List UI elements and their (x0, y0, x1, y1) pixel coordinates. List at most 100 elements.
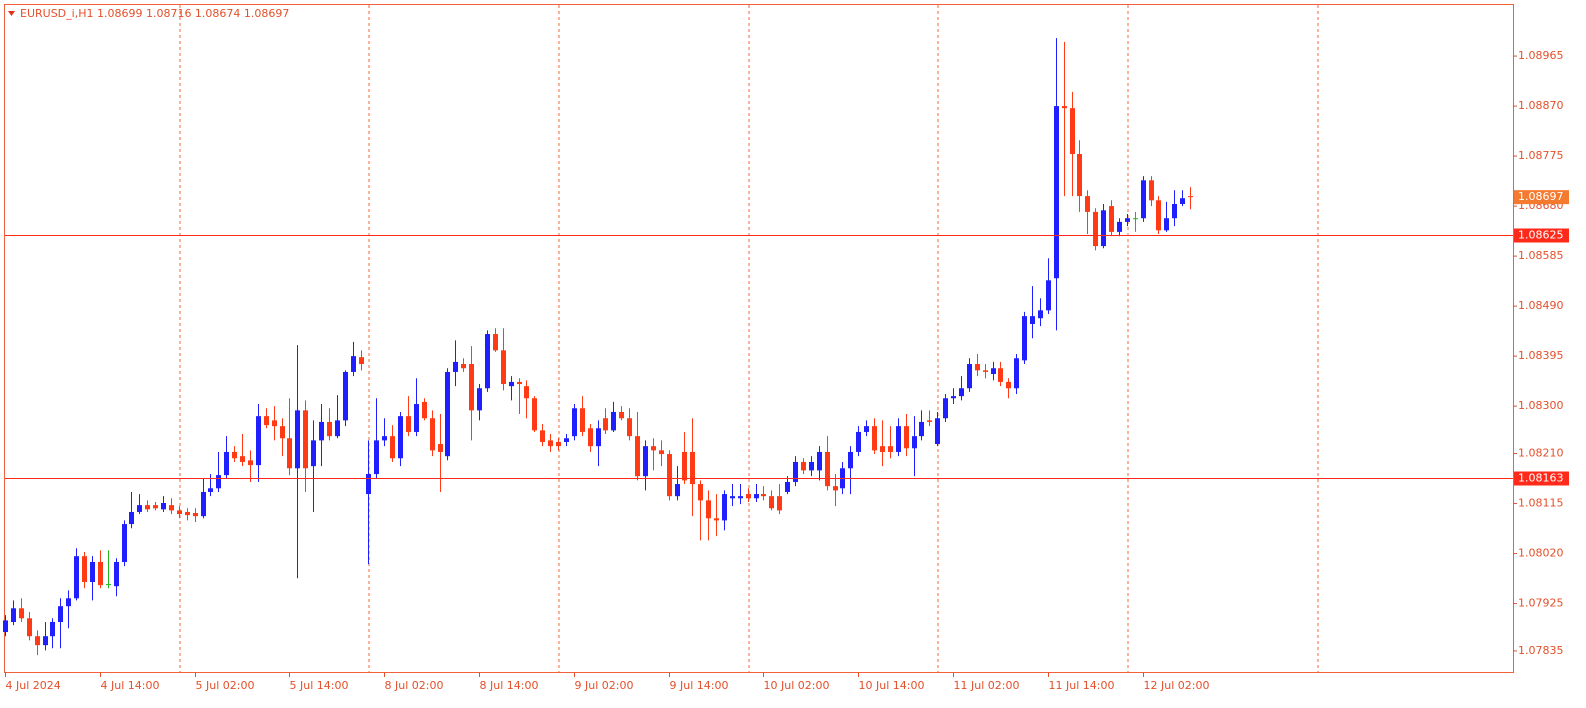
price-label: 1.08625 (1518, 229, 1564, 242)
candle-body (596, 428, 601, 447)
x-tick-label: 9 Jul 02:00 (575, 679, 634, 692)
candle-body (374, 440, 379, 475)
candle-body (193, 513, 198, 517)
candle-body (777, 496, 782, 511)
candle-body (1101, 210, 1106, 247)
candle-body (248, 460, 253, 466)
candle-body (738, 496, 743, 499)
candle-body (667, 454, 672, 497)
candle-body (311, 440, 316, 467)
bid-label-box (1514, 190, 1569, 205)
candle-body (74, 556, 79, 599)
candle-body (682, 451, 687, 481)
candle-body (19, 608, 24, 619)
candle-body (366, 474, 371, 495)
candle-body (145, 505, 150, 510)
y-tick-label: 1.08300 (1518, 399, 1564, 412)
candle-body (485, 334, 490, 389)
candle-body (746, 494, 751, 499)
candle-body (398, 416, 403, 459)
candle-body (1188, 196, 1193, 198)
candle-body (469, 364, 474, 411)
candle-body (912, 436, 917, 449)
x-tick-label: 8 Jul 02:00 (385, 679, 444, 692)
candle-body (1109, 206, 1114, 232)
candle-body (501, 350, 506, 385)
y-tick-label: 1.07925 (1518, 597, 1564, 610)
candle-body (1062, 106, 1067, 109)
candle-body (453, 361, 458, 372)
x-tick-label: 10 Jul 02:00 (764, 679, 830, 692)
price-label-box (1514, 471, 1569, 486)
candle-body (27, 618, 32, 637)
candle-body (256, 416, 261, 466)
candle-body (287, 438, 292, 469)
y-tick-label: 1.08870 (1518, 99, 1564, 112)
candle-body (161, 503, 166, 510)
candle-body (303, 410, 308, 469)
candle-body (959, 388, 964, 397)
candle-body (232, 451, 237, 459)
candle-body (619, 411, 624, 419)
candle-body (943, 398, 948, 419)
candle-body (793, 461, 798, 482)
candle-body (272, 420, 277, 427)
candle-body (698, 484, 703, 501)
candle-body (114, 561, 119, 587)
candle-body (90, 561, 95, 582)
candle-body (659, 450, 664, 455)
candle-body (825, 451, 830, 487)
candle-body (919, 421, 924, 437)
candle-body (129, 511, 134, 525)
candle-body (35, 636, 40, 646)
candle-body (1022, 316, 1027, 361)
candle-body (643, 446, 648, 477)
candle-body (627, 418, 632, 437)
candle-body (580, 408, 585, 432)
candle-body (927, 420, 932, 422)
x-tick-label: 12 Jul 02:00 (1144, 679, 1210, 692)
candle-body (1125, 218, 1130, 222)
price-label: 1.08163 (1518, 472, 1564, 485)
candle-body (343, 371, 348, 421)
y-tick-label: 1.08585 (1518, 249, 1564, 262)
candle-body (201, 491, 206, 517)
x-tick-label: 5 Jul 02:00 (196, 679, 255, 692)
candle-body (390, 436, 395, 459)
candle-body (1093, 211, 1098, 247)
candle-body (611, 411, 616, 431)
candle-body (706, 500, 711, 519)
candle-body (327, 421, 332, 437)
y-tick-label: 1.07835 (1518, 644, 1564, 657)
candle-body (240, 456, 245, 462)
candle-body (833, 486, 838, 491)
candle-body (675, 484, 680, 497)
x-tick-label: 11 Jul 02:00 (954, 679, 1020, 692)
candle-body (651, 446, 656, 451)
candle-body (224, 451, 229, 476)
candle-body (137, 505, 142, 512)
candle-body (66, 598, 71, 607)
candle-body (422, 401, 427, 419)
candle-body (785, 481, 790, 492)
candle-body (1156, 200, 1161, 231)
candle-body (216, 475, 221, 489)
candle-body (540, 430, 545, 442)
candle-body (122, 524, 127, 562)
candle-body (975, 364, 980, 371)
y-tick-label: 1.08020 (1518, 547, 1564, 560)
candle-body (1070, 108, 1075, 154)
price-label-box (1514, 228, 1569, 243)
candle-body (1046, 280, 1051, 311)
candle-body (888, 446, 893, 452)
y-tick-label: 1.08490 (1518, 299, 1564, 312)
x-tick-label: 10 Jul 14:00 (859, 679, 925, 692)
candle-body (904, 426, 909, 449)
candle-body (880, 446, 885, 452)
candle-body (761, 494, 766, 497)
candle-body (603, 418, 608, 431)
candle-body (106, 584, 111, 586)
candle-body (817, 451, 822, 471)
